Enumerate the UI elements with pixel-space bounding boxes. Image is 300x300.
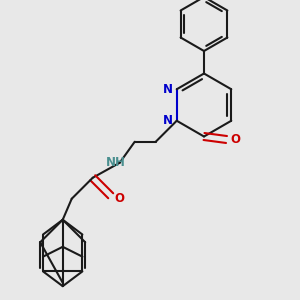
Text: NH: NH — [106, 156, 126, 169]
Text: N: N — [163, 83, 173, 96]
Text: N: N — [163, 114, 173, 127]
Text: O: O — [114, 192, 124, 205]
Text: O: O — [230, 133, 240, 146]
